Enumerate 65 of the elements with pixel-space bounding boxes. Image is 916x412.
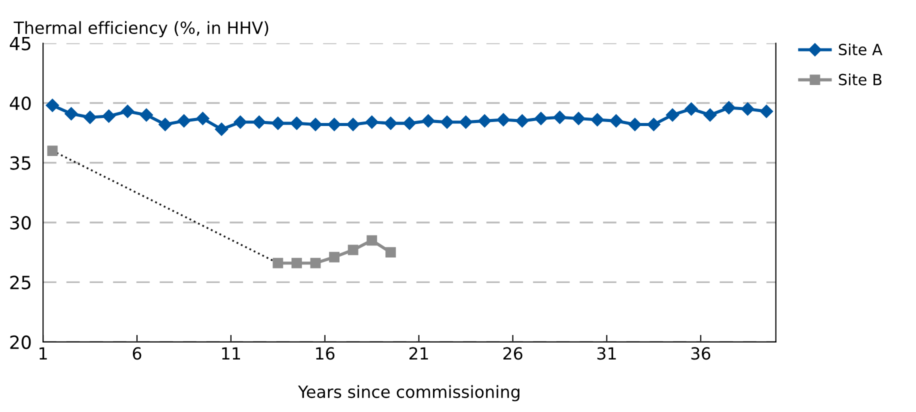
point [308, 118, 322, 132]
point [385, 247, 396, 258]
point [234, 116, 247, 129]
point [366, 235, 378, 246]
point [722, 101, 736, 114]
point [741, 102, 754, 116]
x-tick-label: 1 [40, 347, 47, 360]
point [553, 110, 566, 124]
point [459, 116, 472, 129]
point [365, 116, 378, 129]
point [346, 118, 360, 132]
point [64, 107, 78, 120]
point [271, 116, 285, 130]
point [140, 108, 153, 122]
point [214, 122, 228, 136]
point [534, 112, 548, 126]
legend-label: Site A [838, 43, 882, 56]
point [102, 110, 116, 123]
y-tick-label: 40 [10, 96, 31, 110]
point [158, 118, 172, 132]
point [496, 113, 510, 126]
point [704, 108, 717, 122]
point [440, 116, 454, 129]
point [83, 110, 97, 124]
point [252, 116, 266, 129]
point [628, 118, 642, 132]
point [384, 116, 398, 130]
y-tick-label: 30 [10, 216, 31, 230]
point [272, 258, 284, 268]
point [647, 118, 660, 132]
point [196, 112, 210, 126]
y-tick-label: 45 [10, 36, 30, 50]
x-tick-label: 16 [316, 347, 334, 360]
point [121, 104, 134, 118]
point [666, 108, 680, 122]
point [290, 116, 304, 130]
x-tick-label: 11 [222, 347, 240, 360]
point [572, 112, 586, 126]
point [402, 116, 416, 130]
point [516, 114, 529, 128]
x-tick-label: 31 [597, 347, 616, 360]
point [422, 114, 435, 128]
point [329, 252, 340, 262]
point [310, 258, 321, 268]
y-tick-label: 25 [10, 276, 30, 290]
point [610, 114, 623, 128]
y-axis-title: Thermal efficiency (%, in HHV) [14, 21, 268, 38]
x-axis-title: Years since commissioning [298, 385, 520, 402]
x-tick-label: 36 [691, 347, 710, 360]
x-tick-label: 6 [132, 347, 142, 360]
point [590, 113, 604, 126]
point [292, 258, 302, 268]
point [46, 98, 60, 112]
x-tick-label: 26 [503, 347, 522, 360]
point [684, 102, 698, 116]
y-tick-label: 20 [10, 335, 31, 350]
point [328, 118, 341, 132]
point [47, 146, 58, 156]
legend-label: Site B [838, 74, 882, 86]
point [760, 104, 774, 118]
x-tick-label: 21 [409, 347, 428, 360]
point [478, 114, 492, 128]
point [348, 244, 358, 256]
point [177, 114, 191, 128]
y-tick-label: 35 [10, 156, 30, 170]
